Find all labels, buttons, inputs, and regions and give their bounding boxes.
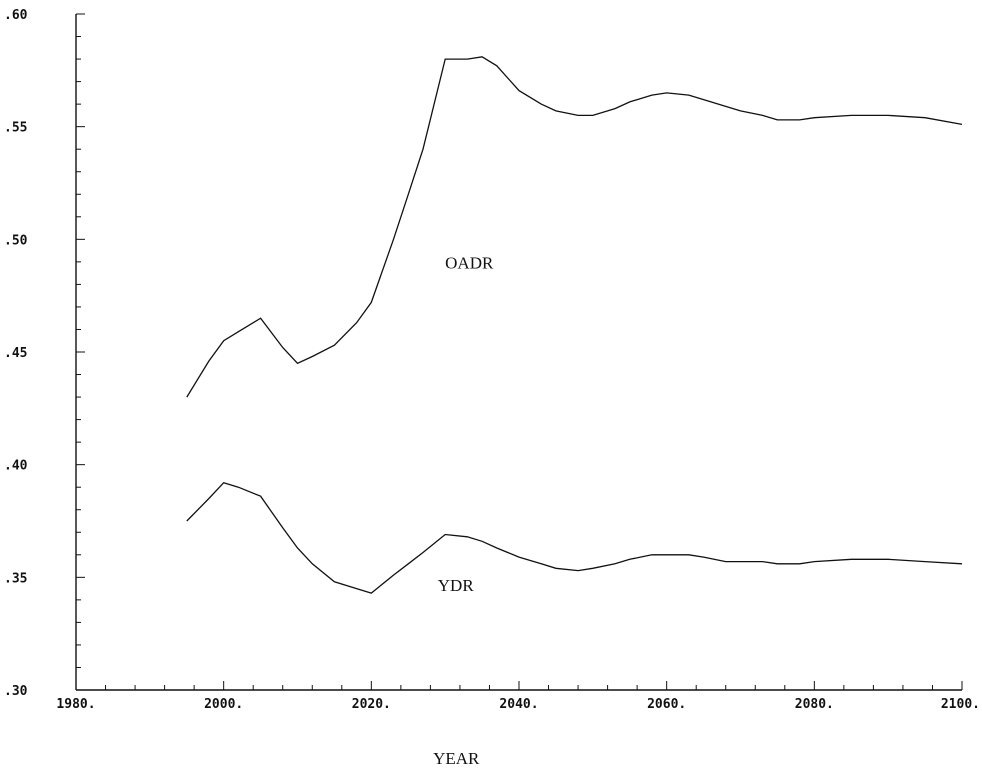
series-label-ydr: YDR bbox=[438, 576, 475, 595]
x-tick-label: 2020. bbox=[352, 697, 391, 712]
axes bbox=[75, 14, 962, 691]
y-tick-label: .55 bbox=[4, 121, 27, 136]
x-tick-label: 2080. bbox=[795, 697, 834, 712]
y-tick-label: .60 bbox=[4, 8, 28, 23]
x-tick-label: 2040. bbox=[499, 697, 538, 712]
tick-marks bbox=[75, 13, 963, 691]
y-tick-label: .45 bbox=[4, 346, 27, 361]
x-tick-label: 2060. bbox=[647, 697, 686, 712]
series-lines bbox=[186, 56, 963, 594]
y-tick-label: .30 bbox=[4, 684, 28, 699]
series-line-oadr bbox=[186, 56, 963, 398]
y-tick-label: .40 bbox=[4, 459, 28, 474]
series-label-oadr: OADR bbox=[445, 254, 494, 273]
x-axis-title: YEAR bbox=[433, 749, 480, 768]
x-tick-label: 2000. bbox=[204, 697, 243, 712]
tick-labels: .30 .35 .40 .45 .50 .55 .60 1980. 2000. 2020. 2040… bbox=[4, 8, 980, 712]
series-line-ydr bbox=[186, 481, 963, 594]
x-tick-label: 1980. bbox=[56, 697, 95, 712]
y-tick-label: .35 bbox=[4, 571, 27, 586]
y-tick-label: .50 bbox=[4, 233, 28, 248]
x-tick-label: 2100. bbox=[941, 697, 980, 712]
